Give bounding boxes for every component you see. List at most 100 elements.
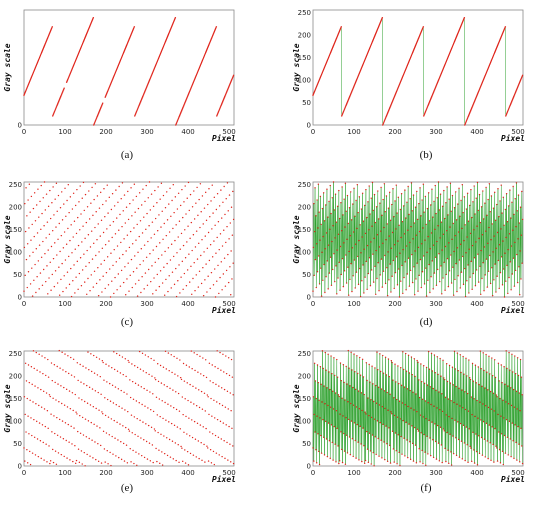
data-point xyxy=(341,397,343,399)
data-point xyxy=(336,249,338,251)
data-point xyxy=(89,289,91,292)
data-point xyxy=(366,216,368,219)
data-point xyxy=(73,220,76,222)
data-point xyxy=(54,381,56,384)
data-point xyxy=(156,414,158,416)
data-point xyxy=(232,190,234,193)
data-point xyxy=(456,290,458,293)
data-point xyxy=(506,436,509,438)
data-point xyxy=(387,409,389,411)
data-point xyxy=(108,240,110,242)
data-point xyxy=(334,374,336,377)
data-point xyxy=(370,416,373,419)
data-point xyxy=(145,371,147,374)
data-point xyxy=(518,266,520,268)
data-point xyxy=(322,192,325,194)
data-point xyxy=(103,259,106,262)
data-point xyxy=(490,459,492,462)
data-point xyxy=(95,407,97,410)
data-point xyxy=(398,400,401,402)
data-point xyxy=(201,408,204,410)
data-point xyxy=(396,416,399,418)
data-point xyxy=(361,460,363,463)
data-point xyxy=(322,235,324,238)
data-point xyxy=(487,389,489,391)
data-point xyxy=(80,213,82,215)
data-point xyxy=(435,458,438,460)
data-point xyxy=(424,195,427,198)
data-point xyxy=(392,448,395,450)
data-point xyxy=(137,207,140,210)
data-point xyxy=(423,365,425,367)
data-point xyxy=(460,371,462,374)
data-point xyxy=(96,195,99,197)
data-point xyxy=(210,397,212,400)
x-tick-label: 100 xyxy=(347,469,360,477)
data-point xyxy=(127,359,129,362)
x-tick-label: 400 xyxy=(181,469,194,477)
data-point xyxy=(349,278,351,281)
data-point xyxy=(336,376,339,378)
data-point xyxy=(179,248,181,250)
data-point xyxy=(495,291,497,293)
data-point xyxy=(409,458,412,461)
data-point xyxy=(476,181,479,184)
data-point xyxy=(83,209,85,212)
data-point xyxy=(172,389,174,391)
data-point xyxy=(208,259,211,262)
data-point xyxy=(230,250,232,252)
y-tick-label: 100 xyxy=(9,248,22,256)
data-point xyxy=(391,412,393,415)
data-point xyxy=(215,452,218,454)
data-point xyxy=(40,388,42,391)
data-point xyxy=(432,439,434,441)
data-point xyxy=(517,238,519,240)
data-point xyxy=(229,266,231,268)
data-point xyxy=(72,192,75,194)
data-point xyxy=(372,209,374,212)
data-point xyxy=(40,406,43,408)
data-point xyxy=(493,235,495,237)
data-point xyxy=(328,440,331,442)
data-point xyxy=(355,271,358,273)
data-point xyxy=(85,367,87,369)
data-point xyxy=(441,249,443,251)
data-point xyxy=(362,220,365,222)
x-tick-label: 500 xyxy=(511,300,524,308)
data-point xyxy=(495,394,498,396)
data-point xyxy=(443,189,445,192)
data-point xyxy=(81,269,84,271)
data-point xyxy=(227,210,229,212)
data-point xyxy=(47,293,49,295)
y-tick-label: 250 xyxy=(298,181,311,189)
data-point xyxy=(455,454,458,457)
data-point xyxy=(386,460,389,463)
data-point xyxy=(205,219,208,222)
data-point xyxy=(383,441,385,443)
data-point xyxy=(63,231,66,233)
data-point xyxy=(102,430,105,433)
data-point xyxy=(82,434,85,436)
data-point xyxy=(158,449,160,451)
data-point xyxy=(521,445,523,447)
data-point xyxy=(409,241,411,244)
data-point xyxy=(323,385,325,387)
data-point xyxy=(133,183,136,185)
data-point xyxy=(338,189,340,192)
data-point xyxy=(326,188,328,190)
data-point xyxy=(338,217,341,220)
data-point xyxy=(462,355,464,358)
data-point xyxy=(374,367,376,369)
data-point xyxy=(187,181,190,184)
data-point xyxy=(153,359,155,361)
data-point xyxy=(146,284,149,286)
data-point xyxy=(399,418,402,420)
data-point xyxy=(325,438,328,440)
data-point xyxy=(218,403,221,405)
data-point xyxy=(327,404,329,407)
data-point xyxy=(160,226,162,228)
data-point xyxy=(79,257,82,259)
data-point xyxy=(197,440,200,442)
data-point xyxy=(449,382,452,384)
data-point xyxy=(362,427,364,429)
